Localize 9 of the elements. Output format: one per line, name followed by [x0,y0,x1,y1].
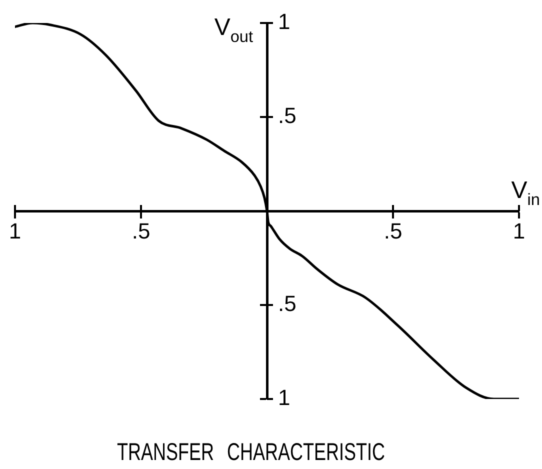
x-tick-label: .5 [132,218,150,244]
y-tick-label: .5 [278,291,296,316]
x-tick-label: 1 [8,218,22,244]
y-tick-label: 1 [278,9,290,34]
y-tick-label: .5 [278,103,296,128]
x-tick-label: .5 [384,218,402,244]
y-tick-label: 1 [278,385,290,410]
text: TRANSFER CHARACTERISTIC [116,438,386,468]
x-tick-label: 1 [512,218,526,244]
